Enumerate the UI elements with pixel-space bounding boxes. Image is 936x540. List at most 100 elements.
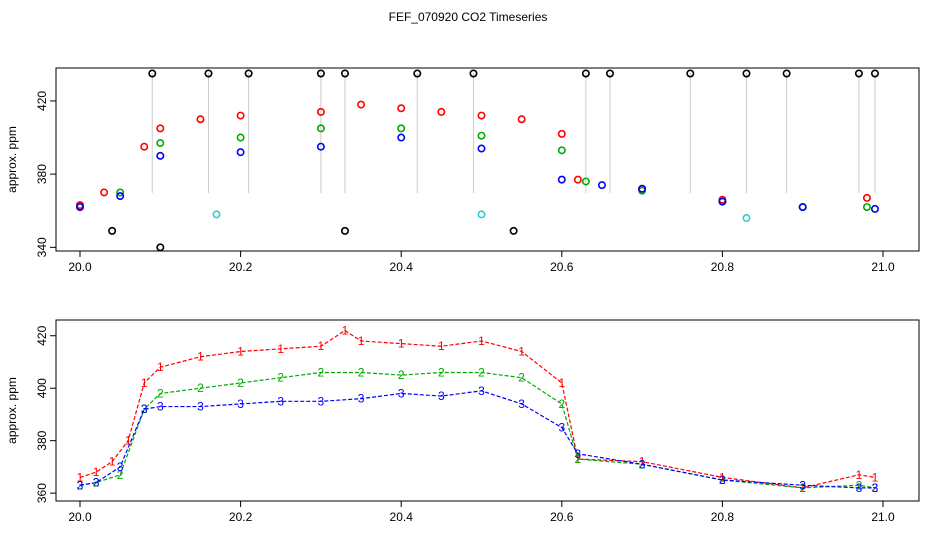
data-point <box>605 69 614 78</box>
data-point <box>204 69 213 78</box>
data-point <box>870 204 879 213</box>
series-symbol: 1 <box>358 334 365 348</box>
data-point <box>437 107 446 116</box>
data-point <box>469 69 478 78</box>
y-axis-label: approx. ppm <box>5 377 19 444</box>
series-symbol: 2 <box>872 481 879 495</box>
data-point <box>156 124 165 133</box>
data-point <box>557 146 566 155</box>
data-point <box>148 69 157 78</box>
data-point <box>108 226 117 235</box>
data-point <box>573 175 582 184</box>
data-point <box>581 177 590 186</box>
series-symbol: 3 <box>478 384 485 398</box>
series-symbol: 1 <box>719 470 726 484</box>
y-tick-label: 360 <box>35 483 49 503</box>
data-point <box>517 115 526 124</box>
series-symbol: 3 <box>141 402 148 416</box>
data-point <box>357 100 366 109</box>
series-symbol: 3 <box>197 400 204 414</box>
series-symbol: 3 <box>575 447 582 461</box>
series-symbol: 2 <box>358 365 365 379</box>
series-symbol: 3 <box>77 478 84 492</box>
data-point <box>557 129 566 138</box>
series-symbol: 3 <box>639 457 646 471</box>
x-tick-label: 20.4 <box>390 510 414 524</box>
series-symbol: 3 <box>518 397 525 411</box>
x-tick-label: 20.8 <box>711 510 735 524</box>
series-symbol: 2 <box>277 371 284 385</box>
x-tick-label: 20.6 <box>550 260 574 274</box>
data-point <box>397 124 406 133</box>
y-tick-label: 400 <box>35 378 49 398</box>
data-point <box>156 151 165 160</box>
series-symbol: 2 <box>799 481 806 495</box>
series-symbol: 1 <box>237 344 244 358</box>
y-tick-label: 380 <box>35 164 49 184</box>
data-point <box>236 133 245 142</box>
x-tick-label: 21.0 <box>871 260 895 274</box>
data-point <box>140 142 149 151</box>
data-point <box>742 214 751 223</box>
series-symbol: 3 <box>117 460 124 474</box>
series-symbol: 2 <box>237 376 244 390</box>
plot-frame <box>55 67 920 252</box>
data-point <box>862 193 871 202</box>
series-symbol: 3 <box>398 386 405 400</box>
data-point <box>212 210 221 219</box>
data-point <box>316 124 325 133</box>
data-point <box>557 175 566 184</box>
data-point <box>100 188 109 197</box>
data-point <box>244 69 253 78</box>
plot-frame <box>55 319 920 502</box>
y-tick-label: 380 <box>35 430 49 450</box>
series-symbol: 3 <box>856 481 863 495</box>
data-point <box>638 184 647 193</box>
series-symbol: 1 <box>197 350 204 364</box>
x-tick-label: 20.6 <box>550 510 574 524</box>
chart-title: FEF_070920 CO2 Timeseries <box>388 10 548 24</box>
series-symbol: 2 <box>141 402 148 416</box>
series-symbol: 3 <box>799 478 806 492</box>
y-tick-label: 420 <box>35 325 49 345</box>
data-point <box>782 69 791 78</box>
x-tick-label: 20.0 <box>68 260 92 274</box>
y-tick-label: 340 <box>35 237 49 257</box>
series-symbol: 1 <box>109 455 116 469</box>
series-symbol: 3 <box>719 473 726 487</box>
series-symbol: 1 <box>478 334 485 348</box>
series-symbol: 1 <box>872 470 879 484</box>
data-point <box>196 115 205 124</box>
series-symbol: 1 <box>438 339 445 353</box>
data-point <box>340 69 349 78</box>
series-symbol: 3 <box>358 392 365 406</box>
data-point <box>340 226 349 235</box>
series-symbol: 3 <box>872 481 879 495</box>
series-symbol: 3 <box>237 397 244 411</box>
series-symbol: 1 <box>639 455 646 469</box>
series-symbol: 3 <box>438 389 445 403</box>
data-point <box>236 148 245 157</box>
data-point <box>597 181 606 190</box>
data-point <box>156 243 165 252</box>
series-symbol: 2 <box>197 381 204 395</box>
data-point <box>477 131 486 140</box>
series-symbol: 2 <box>398 368 405 382</box>
series-symbol: 2 <box>558 397 565 411</box>
series-symbol: 2 <box>856 478 863 492</box>
data-point <box>156 139 165 148</box>
series-symbol: 1 <box>125 434 132 448</box>
y-axis-label: approx. ppm <box>5 126 19 193</box>
series-symbol: 1 <box>856 468 863 482</box>
data-point <box>236 111 245 120</box>
series-symbol: 1 <box>318 339 325 353</box>
data-point <box>477 210 486 219</box>
data-point <box>76 203 85 212</box>
series-symbol: 2 <box>719 473 726 487</box>
series-symbol: 2 <box>93 476 100 490</box>
x-tick-label: 20.8 <box>711 260 735 274</box>
x-tick-label: 20.2 <box>229 260 253 274</box>
series-symbol: 2 <box>438 365 445 379</box>
